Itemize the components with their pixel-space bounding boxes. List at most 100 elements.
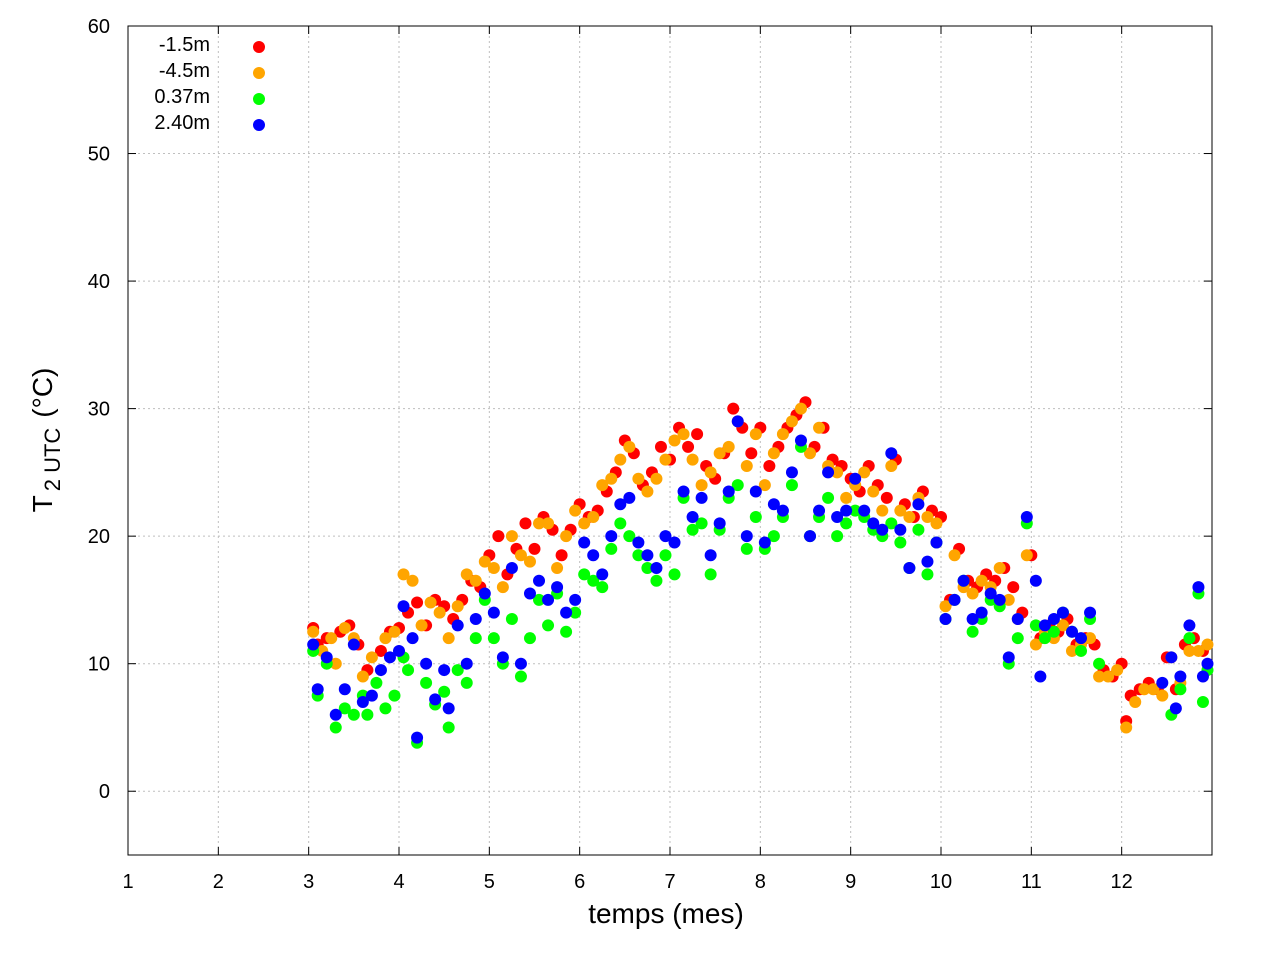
data-point xyxy=(840,504,853,517)
data-point xyxy=(505,562,518,575)
data-point xyxy=(659,549,672,562)
data-point xyxy=(650,574,663,587)
data-point xyxy=(921,511,934,524)
data-point xyxy=(880,491,893,504)
data-points xyxy=(307,396,1214,749)
data-point xyxy=(374,664,387,677)
data-point xyxy=(1084,606,1097,619)
data-point xyxy=(1047,613,1060,626)
data-point xyxy=(713,517,726,530)
data-point xyxy=(478,587,491,600)
data-point xyxy=(523,555,536,568)
data-point xyxy=(1056,619,1069,632)
data-point xyxy=(605,530,618,543)
data-point xyxy=(1075,644,1088,657)
data-point xyxy=(605,542,618,555)
data-point xyxy=(885,447,898,460)
data-point xyxy=(691,428,704,441)
data-point xyxy=(569,606,582,619)
data-point xyxy=(542,517,555,530)
data-point xyxy=(1056,606,1069,619)
x-tick-label: 9 xyxy=(845,871,856,893)
data-point xyxy=(492,530,505,543)
data-point xyxy=(1102,670,1115,683)
data-point xyxy=(542,593,555,606)
data-point xyxy=(785,466,798,479)
data-point xyxy=(867,517,880,530)
data-point xyxy=(397,568,410,581)
data-point xyxy=(560,530,573,543)
data-point xyxy=(338,683,351,696)
data-point xyxy=(1011,632,1024,645)
data-point xyxy=(596,568,609,581)
data-point xyxy=(365,689,378,702)
data-point xyxy=(948,549,961,562)
data-point xyxy=(686,523,699,536)
data-point xyxy=(596,581,609,594)
data-point xyxy=(519,517,532,530)
data-point xyxy=(1183,632,1196,645)
data-point xyxy=(460,657,473,670)
data-point xyxy=(731,479,744,492)
data-point xyxy=(993,562,1006,575)
series-3 xyxy=(307,415,1214,744)
data-point xyxy=(325,632,338,645)
data-point xyxy=(776,428,789,441)
data-point xyxy=(1093,670,1106,683)
data-point xyxy=(505,613,518,626)
data-point xyxy=(1065,625,1078,638)
data-point xyxy=(487,632,500,645)
data-point xyxy=(727,402,740,415)
data-point xyxy=(668,536,681,549)
data-point xyxy=(704,466,717,479)
data-point xyxy=(614,453,627,466)
data-point xyxy=(921,568,934,581)
data-point xyxy=(939,613,952,626)
data-point xyxy=(1196,670,1209,683)
data-point xyxy=(749,428,762,441)
data-point xyxy=(1201,657,1214,670)
data-point xyxy=(388,625,401,638)
data-point xyxy=(329,721,342,734)
data-point xyxy=(939,600,952,613)
y-tick-label: 30 xyxy=(88,399,110,421)
data-point xyxy=(383,651,396,664)
data-point xyxy=(356,670,369,683)
data-point xyxy=(731,415,744,428)
data-point xyxy=(677,485,690,498)
y-tick-label: 40 xyxy=(88,271,110,293)
data-point xyxy=(1111,664,1124,677)
data-point xyxy=(1192,644,1205,657)
data-point xyxy=(496,581,509,594)
data-point xyxy=(374,644,387,657)
data-point xyxy=(560,625,573,638)
data-point xyxy=(487,606,500,619)
data-point xyxy=(876,523,889,536)
data-point xyxy=(758,536,771,549)
data-point xyxy=(654,440,667,453)
data-point xyxy=(605,472,618,485)
data-point xyxy=(632,536,645,549)
data-point xyxy=(347,638,360,651)
x-tick-label: 10 xyxy=(930,871,952,893)
data-point xyxy=(822,466,835,479)
data-point xyxy=(569,593,582,606)
data-point xyxy=(785,479,798,492)
data-point xyxy=(686,453,699,466)
data-point xyxy=(623,440,636,453)
data-point xyxy=(804,530,817,543)
data-point xyxy=(514,657,527,670)
data-point xyxy=(406,632,419,645)
data-point xyxy=(930,517,943,530)
data-point xyxy=(361,708,374,721)
data-point xyxy=(1007,581,1020,594)
data-point xyxy=(695,479,708,492)
data-point xyxy=(623,491,636,504)
data-point xyxy=(451,664,464,677)
data-point xyxy=(397,600,410,613)
data-point xyxy=(1174,670,1187,683)
data-point xyxy=(957,574,970,587)
data-point xyxy=(533,593,546,606)
data-point xyxy=(785,415,798,428)
legend-marker xyxy=(253,41,265,53)
